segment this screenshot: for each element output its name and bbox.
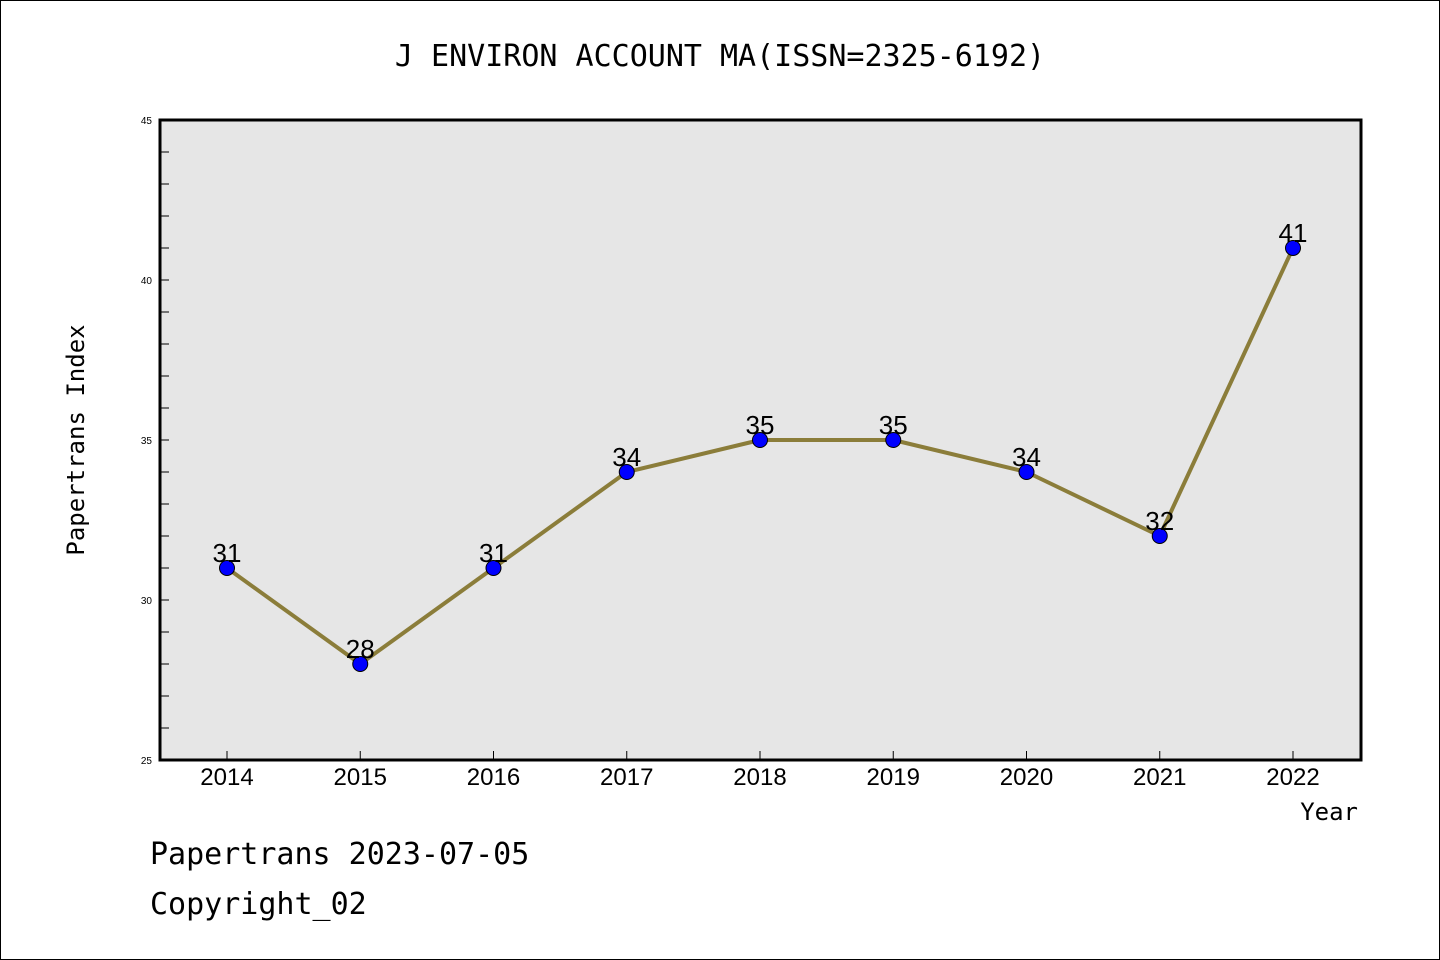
x-tick-label: 2022 <box>1266 764 1319 791</box>
data-point <box>618 464 635 480</box>
y-tick-label: 30 <box>141 596 153 607</box>
data-label: 34 <box>612 442 641 472</box>
x-tick-label: 2018 <box>733 764 786 791</box>
chart-title: J ENVIRON ACCOUNT MA(ISSN=2325-6192) <box>395 39 1045 74</box>
x-tick-label: 2014 <box>200 764 253 791</box>
footer-copyright: Copyright_02 <box>150 887 367 922</box>
x-tick-label: 2020 <box>1000 764 1053 791</box>
data-point <box>219 560 235 576</box>
x-axis: 2014 2015 2016 2017 2018 2019 2020 2021 2022 <box>200 751 1320 791</box>
data-labels: 31 28 31 34 35 35 34 32 41 <box>213 218 1308 664</box>
data-label: 35 <box>879 410 908 440</box>
y-tick-label: 45 <box>141 116 153 127</box>
footer-date: Papertrans 2023-07-05 <box>150 837 529 872</box>
x-tick-label: 2016 <box>467 764 520 791</box>
data-point <box>1151 528 1168 544</box>
data-point <box>885 432 902 448</box>
data-point <box>752 432 768 448</box>
data-label: 28 <box>346 634 375 664</box>
data-point <box>1285 240 1301 256</box>
data-label: 35 <box>746 410 775 440</box>
data-point <box>1018 464 1035 480</box>
data-label: 31 <box>213 538 242 568</box>
x-tick-label: 2015 <box>334 764 387 791</box>
data-label: 34 <box>1012 442 1041 472</box>
data-label: 41 <box>1279 218 1308 248</box>
x-tick-label: 2017 <box>600 764 653 791</box>
y-tick-label: 35 <box>141 436 153 447</box>
y-tick-label: 25 <box>141 756 153 767</box>
x-tick-label: 2019 <box>867 764 920 791</box>
series-points <box>219 240 1301 672</box>
data-label: 31 <box>479 538 508 568</box>
data-point <box>352 656 369 672</box>
data-point <box>485 560 502 576</box>
x-axis-label: Year <box>1300 798 1358 826</box>
x-tick-label: 2021 <box>1133 764 1186 791</box>
y-axis-label: Papertrans Index <box>62 324 90 555</box>
y-tick-label: 40 <box>141 276 153 287</box>
data-label: 32 <box>1145 506 1174 536</box>
y-axis: 25 30 35 40 45 <box>141 116 169 767</box>
